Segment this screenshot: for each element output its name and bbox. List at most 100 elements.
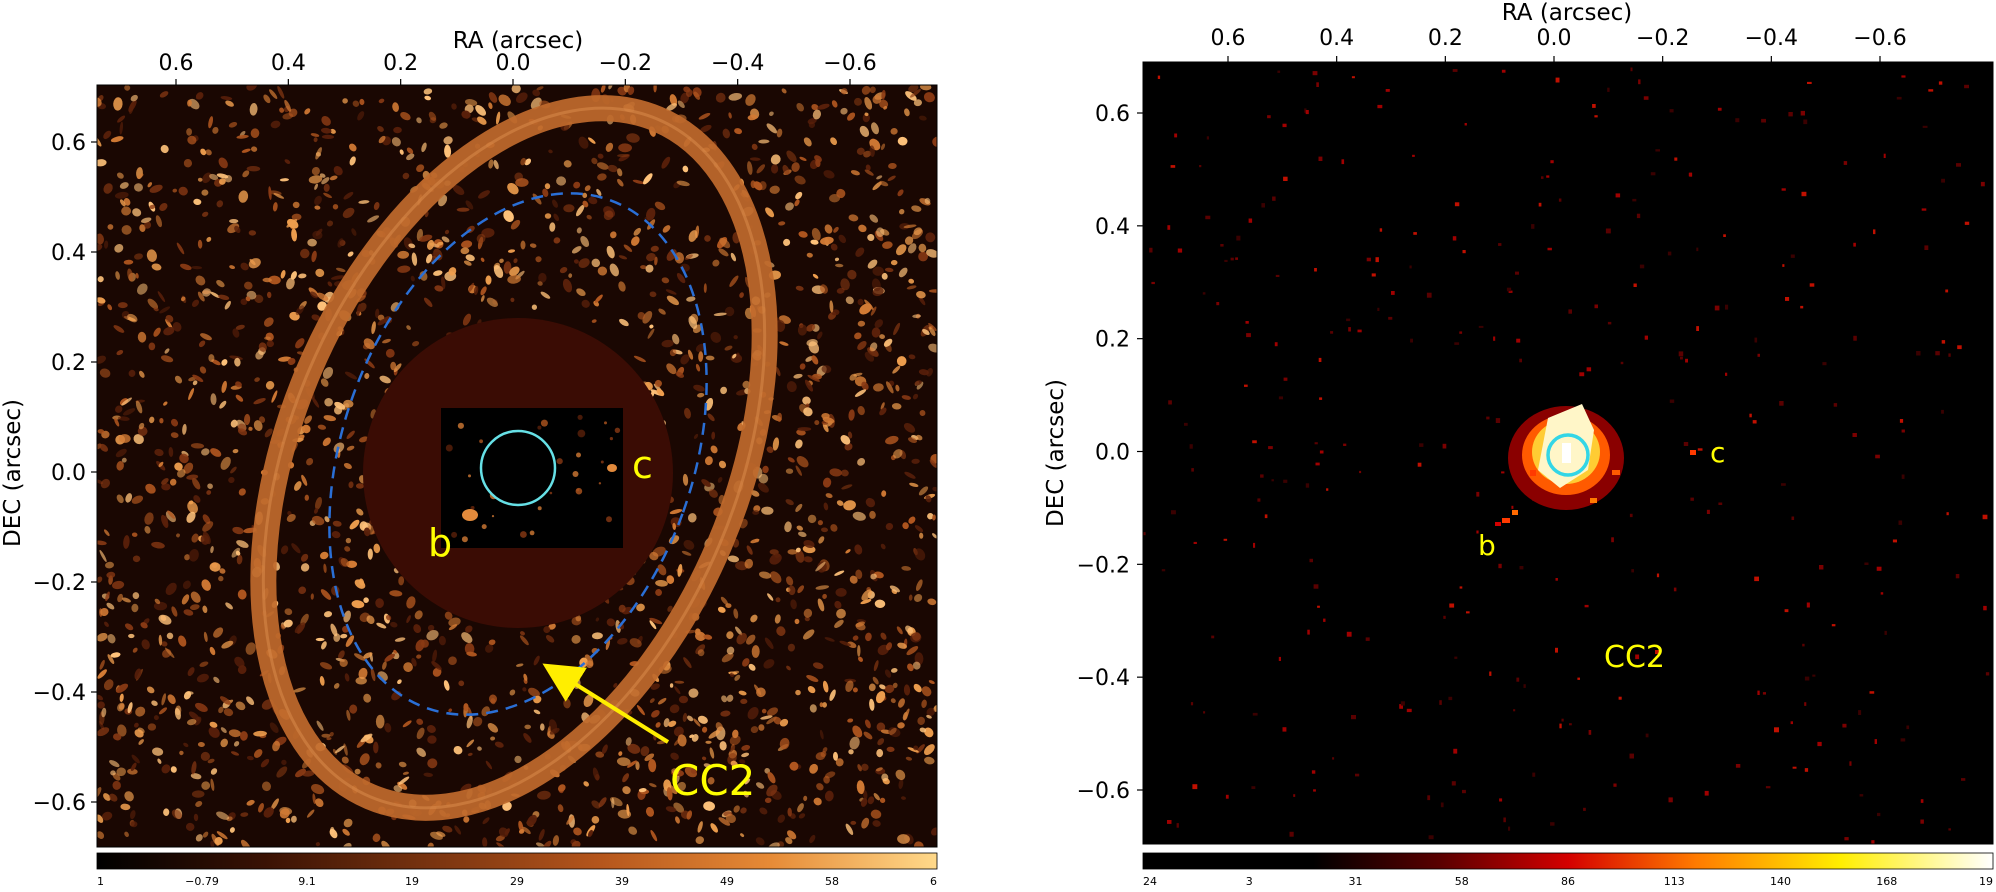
speckle: [163, 326, 175, 336]
speckle: [176, 533, 180, 538]
speckle: [124, 791, 134, 802]
speckle: [722, 128, 731, 139]
speckle: [795, 191, 803, 200]
speckle: [363, 527, 371, 537]
speckle: [424, 95, 432, 101]
speckle: [107, 654, 115, 665]
x-tick-label: 0.4: [271, 51, 306, 76]
speckle: [430, 831, 443, 840]
speckle: [354, 653, 366, 661]
speckle: [869, 214, 879, 223]
speckle: [1678, 351, 1684, 357]
speckle: [625, 737, 632, 746]
speckle: [1546, 175, 1550, 178]
speckle: [609, 263, 619, 277]
speckle: [456, 207, 470, 212]
speckle: [919, 727, 927, 733]
speckle: [693, 433, 699, 439]
speckle: [280, 623, 285, 630]
speckle: [147, 298, 159, 310]
speckle: [901, 566, 912, 571]
speckle: [114, 243, 124, 253]
speckle: [235, 381, 242, 388]
speckle: [885, 435, 899, 445]
speckle: [453, 746, 463, 755]
speckle: [533, 655, 540, 666]
speckle: [710, 331, 722, 343]
speckle: [529, 243, 537, 248]
speckle: [777, 814, 786, 823]
speckle: [375, 762, 382, 769]
speckle: [689, 734, 695, 738]
speckle: [830, 243, 838, 251]
speckle: [323, 415, 337, 422]
speckle: [1205, 215, 1211, 220]
speckle: [462, 313, 472, 326]
speckle: [884, 669, 892, 678]
speckle: [397, 250, 410, 259]
speckle: [1315, 462, 1320, 466]
speckle: [816, 783, 824, 791]
speckle: [795, 285, 804, 291]
speckle: [649, 783, 657, 788]
speckle: [416, 727, 425, 740]
speckle: [342, 98, 348, 104]
speckle: [426, 725, 436, 733]
speckle: [879, 684, 886, 690]
speckle: [1462, 789, 1466, 794]
speckle: [523, 732, 532, 743]
speckle: [243, 413, 251, 426]
speckle: [785, 837, 793, 845]
speckle: [622, 786, 631, 795]
speckle: [852, 725, 863, 738]
speckle: [300, 613, 309, 626]
speckle: [97, 632, 108, 642]
y-tick-label: 0.2: [1095, 328, 1130, 353]
speckle: [896, 356, 907, 367]
speckle: [586, 214, 592, 220]
speckle: [174, 462, 183, 471]
speckle: [113, 325, 125, 333]
speckle: [291, 228, 298, 242]
speckle: [820, 751, 827, 758]
left-axes-frame: [96, 84, 938, 848]
speckle: [786, 576, 794, 586]
speckle: [1449, 603, 1455, 608]
inner-speckle: [614, 427, 621, 433]
speckle: [1245, 321, 1249, 324]
speckle: [245, 642, 256, 655]
speckle: [202, 605, 208, 614]
speckle: [170, 432, 179, 438]
speckle: [845, 296, 854, 305]
speckle: [794, 199, 800, 207]
speckle: [1817, 741, 1822, 747]
speckle: [366, 615, 375, 625]
speckle: [220, 96, 233, 101]
speckle: [670, 752, 679, 760]
speckle: [883, 338, 893, 347]
speckle: [655, 589, 663, 596]
speckle: [908, 354, 916, 360]
speckle: [441, 276, 446, 290]
speckle: [384, 653, 395, 662]
speckle: [1982, 514, 1988, 520]
speckle: [1892, 539, 1897, 543]
speckle: [695, 343, 706, 353]
speckle: [1725, 372, 1728, 376]
speckle: [1251, 786, 1256, 789]
speckle: [591, 800, 601, 809]
speckle: [1635, 654, 1640, 660]
speckle: [1388, 316, 1393, 320]
speckle: [1668, 797, 1673, 803]
speckle: [190, 443, 205, 449]
speckle: [872, 181, 882, 191]
speckle: [115, 405, 123, 413]
speckle: [636, 603, 645, 612]
speckle: [580, 236, 590, 247]
speckle: [573, 181, 581, 189]
speckle: [238, 190, 249, 203]
speckle: [349, 143, 357, 152]
speckle: [906, 285, 917, 290]
speckle: [426, 630, 439, 641]
speckle: [713, 312, 727, 316]
